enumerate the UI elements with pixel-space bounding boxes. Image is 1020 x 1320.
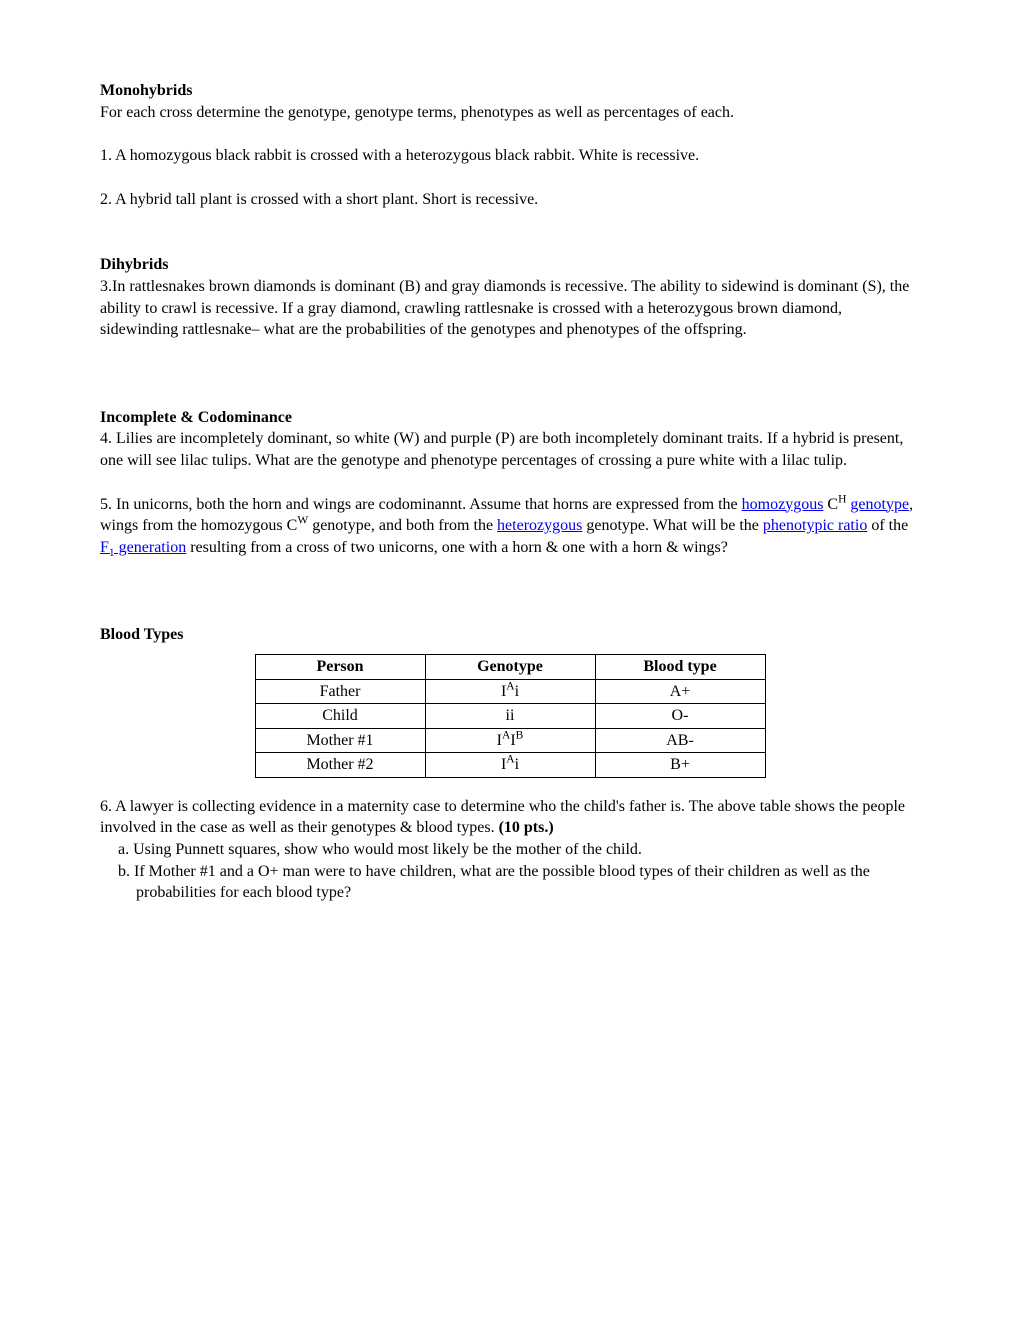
table-row: Child ii O- [255, 704, 765, 729]
q5-mid4: genotype. What will be the [582, 517, 763, 534]
heading-blood-types: Blood Types [100, 624, 920, 646]
link-homozygous[interactable]: homozygous [742, 496, 824, 513]
cell-person: Child [255, 704, 425, 729]
question-1: 1. A homozygous black rabbit is crossed … [100, 145, 920, 167]
col-person: Person [255, 654, 425, 679]
section-incomplete: Incomplete & Codominance [100, 407, 920, 429]
heading-incomplete: Incomplete & Codominance [100, 407, 920, 429]
section-monohybrids: Monohybrids For each cross determine the… [100, 80, 920, 123]
col-genotype: Genotype [425, 654, 595, 679]
q1-text: 1. A homozygous black rabbit is crossed … [100, 145, 920, 167]
cell-person: Father [255, 679, 425, 704]
q6-a: a. Using Punnett squares, show who would… [100, 839, 920, 861]
q6-b: b. If Mother #1 and a O+ man were to hav… [100, 861, 920, 904]
q6-main: 6. A lawyer is collecting evidence in a … [100, 796, 920, 839]
cell-genotype: ii [425, 704, 595, 729]
q5-end: resulting from a cross of two unicorns, … [186, 539, 728, 556]
blood-type-table: Person Genotype Blood type Father IAi A+… [255, 654, 766, 778]
geno-sup: A [506, 754, 514, 766]
question-3: 3.In rattlesnakes brown diamonds is domi… [100, 276, 920, 341]
q2-text: 2. A hybrid tall plant is crossed with a… [100, 189, 920, 211]
q5-mid5: of the [867, 517, 908, 534]
q5-mid3: genotype, and both from the [308, 517, 497, 534]
table-row: Mother #2 IAi B+ [255, 753, 765, 778]
blood-type-table-wrap: Person Genotype Blood type Father IAi A+… [100, 654, 920, 778]
section-dihybrids: Dihybrids [100, 254, 920, 276]
section-blood-types: Blood Types [100, 624, 920, 646]
link-phenotypic-ratio[interactable]: phenotypic ratio [763, 517, 867, 534]
question-2: 2. A hybrid tall plant is crossed with a… [100, 189, 920, 211]
link-heterozygous[interactable]: heterozygous [497, 517, 582, 534]
geno-sup: A [506, 680, 514, 692]
table-row: Mother #1 IAIB AB- [255, 728, 765, 753]
cell-genotype: IAIB [425, 728, 595, 753]
geno-mid: i [515, 756, 519, 773]
table-row: Father IAi A+ [255, 679, 765, 704]
cell-blood: B+ [595, 753, 765, 778]
f1-gen: generation [115, 539, 187, 556]
geno-sup2: B [516, 729, 524, 741]
q6-main-bold: (10 pts.) [499, 819, 554, 836]
link-f1-generation[interactable]: F1 generation [100, 539, 186, 556]
link-genotype[interactable]: genotype [850, 496, 909, 513]
q4-text: 4. Lilies are incompletely dominant, so … [100, 428, 920, 471]
heading-monohybrids: Monohybrids [100, 80, 920, 102]
question-4: 4. Lilies are incompletely dominant, so … [100, 428, 920, 471]
intro-monohybrids: For each cross determine the genotype, g… [100, 102, 920, 124]
q5-mid1: C [823, 496, 838, 513]
q5-text: 5. In unicorns, both the horn and wings … [100, 494, 920, 559]
q5-sup2: W [297, 515, 308, 527]
table-header-row: Person Genotype Blood type [255, 654, 765, 679]
heading-dihybrids: Dihybrids [100, 254, 920, 276]
cell-blood: O- [595, 704, 765, 729]
cell-blood: AB- [595, 728, 765, 753]
cell-person: Mother #2 [255, 753, 425, 778]
question-5: 5. In unicorns, both the horn and wings … [100, 494, 920, 559]
col-blood-type: Blood type [595, 654, 765, 679]
geno-mid: i [515, 683, 519, 700]
cell-genotype: IAi [425, 753, 595, 778]
question-6: 6. A lawyer is collecting evidence in a … [100, 796, 920, 904]
q3-text: 3.In rattlesnakes brown diamonds is domi… [100, 276, 920, 341]
f1-f: F [100, 539, 109, 556]
q5-pre: 5. In unicorns, both the horn and wings … [100, 496, 742, 513]
cell-genotype: IAi [425, 679, 595, 704]
cell-person: Mother #1 [255, 728, 425, 753]
cell-blood: A+ [595, 679, 765, 704]
